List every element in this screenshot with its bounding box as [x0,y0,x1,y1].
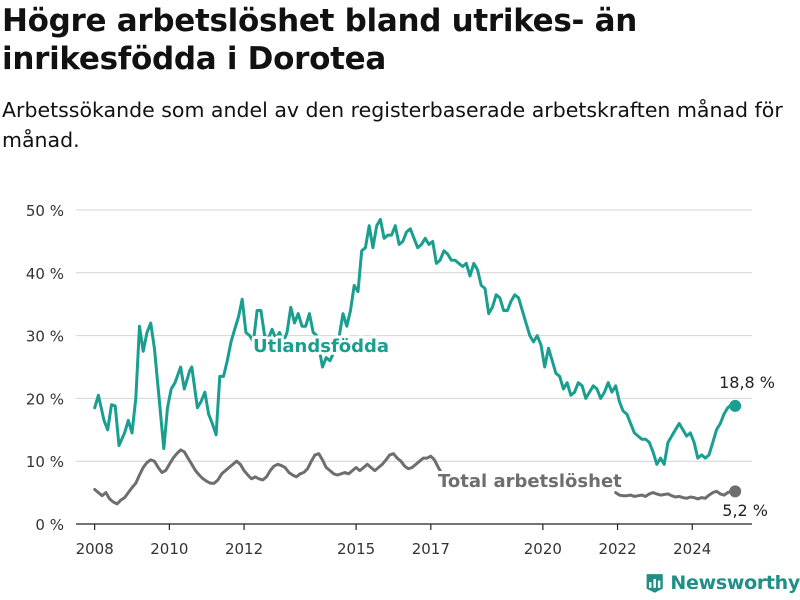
brand-name: Newsworthy [670,572,800,594]
series-lines [93,217,742,506]
x-tick-label: 2017 [412,540,450,558]
series-label-utlandsfodda: Utlandsfödda [253,336,389,357]
series-label-utlandsfodda-halo: Utlandsfödda [253,336,389,357]
page-subtitle: Arbetssökande som andel av den registerb… [2,98,783,152]
x-tick-label: 2010 [150,540,188,558]
x-tick-label: 2020 [524,540,562,558]
y-tick-label: 10 % [26,453,64,471]
end-value-label-total-halo: 5,2 % [722,501,768,520]
y-tick-label: 50 % [26,202,64,220]
x-tick-label: 2008 [76,540,114,558]
x-tick-label: 2024 [673,540,711,558]
series-label-total: Total arbetslöshet [438,471,622,492]
page-title: Högre arbetslöshet bland utrikes- än inr… [2,3,638,77]
x-axis-ticks: 2008 2010 2012 2015 2017 2020 2022 2024 [76,524,711,558]
y-tick-label: 0 % [35,516,64,534]
x-tick-label: 2012 [225,540,263,558]
y-tick-label: 20 % [26,390,64,408]
bar-chart-logo-icon [646,574,663,593]
end-value-label-total: 5,2 % [722,501,768,520]
x-tick-label: 2022 [598,540,636,558]
series-label-total-halo: Total arbetslöshet [438,471,622,492]
series-line-utlandsfodda [93,217,737,466]
end-value-label-utlandsfodda-halo: 18,8 % [719,373,775,392]
x-tick-label: 2015 [337,540,375,558]
y-axis-ticks: 0 % 10 % 20 % 30 % 40 % 50 % [26,202,64,534]
gridlines [76,209,752,525]
y-tick-label: 30 % [26,328,64,346]
end-value-label-utlandsfodda: 18,8 % [719,373,775,392]
series-line-total-late [614,489,737,501]
series-end-marker-total [729,485,742,498]
series-end-marker-utlandsfodda [729,399,742,412]
y-tick-label: 40 % [26,265,64,283]
newsworthy-logo: Newsworthy [645,568,800,598]
series-line-total-early [93,448,448,506]
